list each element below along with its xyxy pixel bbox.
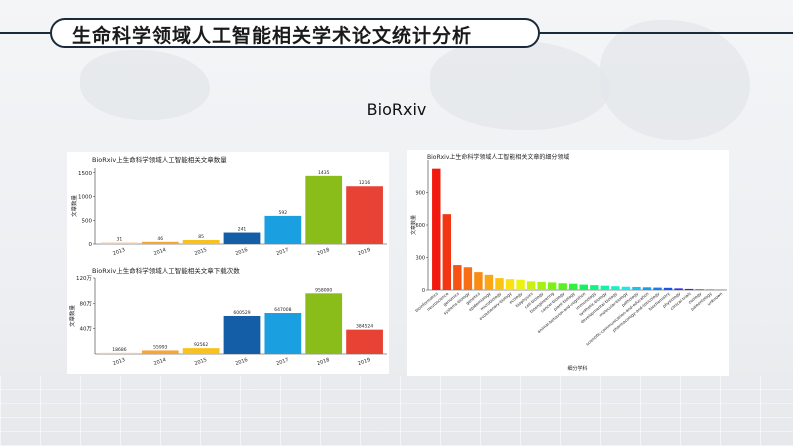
x-tick-label: 2014 <box>153 357 167 367</box>
bar-2014 <box>141 350 179 354</box>
y-tick-label: 900 <box>415 191 425 197</box>
bar-value-label: 46 <box>157 236 163 242</box>
y-tick-label: 300 <box>415 256 425 262</box>
x-tick-label: 2018 <box>316 247 330 257</box>
bar-value-label: 92562 <box>194 342 208 348</box>
bar-physiology <box>674 288 683 290</box>
bar-biochemistry <box>663 287 673 290</box>
right-chart-panel: BioRxiv上生命科学领域人工智能相关文章的细分领域 0 300 600 900 文章数… <box>407 150 729 376</box>
bar-2019 <box>346 329 383 354</box>
subfield-chart: BioRxiv上生命科学领域人工智能相关文章的细分领域 0 300 600 900 文章数… <box>410 153 727 372</box>
title-frame <box>50 18 540 48</box>
bar-zoology <box>695 289 704 290</box>
y-tick-label: 1000 <box>78 195 92 201</box>
y-tick-label: 0 <box>89 242 93 248</box>
y-tick-label: 500 <box>82 218 93 224</box>
article-count-chart: BioRxiv上生命科学领域人工智能相关文章数量 0 500 1000 1500 文章数量… <box>70 155 387 257</box>
bar-evolutionary-biology <box>505 279 515 290</box>
bar-value-label: 18686 <box>112 347 126 353</box>
bar-immunology <box>590 285 599 290</box>
bar-value-label: 647008 <box>274 307 291 313</box>
bar-2013 <box>101 242 138 244</box>
bar-value-label: 958000 <box>315 287 332 293</box>
bar-scientific-communication-and-education <box>642 287 652 290</box>
y-axis-label: 文章数量 <box>70 195 78 218</box>
bar-neuroscience <box>442 214 452 290</box>
x-tick-label: 2015 <box>194 247 208 257</box>
x-axis-label: 细分学科 <box>567 365 587 372</box>
bar-value-label: 1216 <box>359 180 371 186</box>
bar-2017 <box>264 215 302 244</box>
x-tick-label: 2019 <box>357 357 371 367</box>
x-tick-label: 2016 <box>235 357 249 367</box>
bar-ecology <box>516 279 525 290</box>
bar-value-label: 31 <box>117 237 123 243</box>
x-tick-label: 2016 <box>235 247 249 257</box>
bar-value-label: 241 <box>238 227 247 233</box>
x-tick-label: 2019 <box>357 247 371 257</box>
y-axis-label: 文章数量 <box>68 305 76 328</box>
bar-microbiology <box>495 278 504 290</box>
bar-2018 <box>305 175 343 244</box>
bar-value-label: 592 <box>279 210 288 216</box>
bar-molecular-biology <box>621 286 631 290</box>
background-floor <box>0 376 793 446</box>
x-tick-label: 2014 <box>153 247 167 257</box>
bar-2017 <box>264 313 302 354</box>
bar-cancer-biology <box>558 283 567 290</box>
bar-pathology <box>632 286 641 290</box>
chart-title: BioRxiv上生命科学领域人工智能相关文章的细分领域 <box>427 153 569 161</box>
bar-value-label: 55993 <box>153 344 167 350</box>
bar-synthetic-biology <box>600 285 610 290</box>
bar-genetics <box>474 272 483 290</box>
x-tick-label: 2013 <box>112 357 126 367</box>
y-tick-label: 80万 <box>80 300 93 307</box>
y-tick-label: 40万 <box>80 326 93 333</box>
y-tick-label: 0 <box>422 288 425 294</box>
world-map-decoration <box>600 20 750 140</box>
world-map-decoration <box>80 50 210 120</box>
x-tick-label: 2017 <box>276 357 290 367</box>
bar-genomics <box>453 265 462 290</box>
bar-value-label: 600529 <box>233 310 250 316</box>
bar-2016 <box>223 315 261 354</box>
bar-pharmacology-and-toxicology <box>653 287 662 290</box>
y-axis-label: 文章数量 <box>410 215 417 235</box>
x-tick-label: 2013 <box>112 247 126 257</box>
bar-bioinformatics <box>432 168 441 290</box>
bar-2015 <box>182 348 220 354</box>
download-count-chart: BioRxiv上生命科学领域人工智能相关文章下载次数 40万 80万 120万文章数量… <box>68 266 387 367</box>
bar-plant-biology <box>569 283 578 290</box>
y-tick-label: 600 <box>415 223 425 229</box>
page-title: 生命科学领域人工智能相关学术论文统计分析 <box>72 25 473 47</box>
bar-epidemiology <box>484 274 494 290</box>
bar-value-label: 1435 <box>318 170 330 176</box>
page-subtitle: BioRxiv <box>366 100 427 119</box>
bar-2018 <box>305 293 343 354</box>
bar-clinical-trials <box>684 288 694 290</box>
bar-systems-biology <box>463 267 473 290</box>
x-tick-label: 2018 <box>316 357 330 367</box>
y-tick-label: 120万 <box>76 275 92 282</box>
left-chart-panel: BioRxiv上生命科学领域人工智能相关文章数量 0 500 1000 1500 文章数量… <box>67 152 389 374</box>
x-tick-label: 2015 <box>194 357 208 367</box>
bar-developmental-biology <box>611 286 620 290</box>
bar-2015 <box>182 239 220 244</box>
bar-bioengineering <box>547 282 557 290</box>
bar-biophysics <box>526 281 536 290</box>
world-map-decoration <box>430 40 610 130</box>
bar-cell-biology <box>537 281 546 290</box>
bar-2014 <box>141 241 179 244</box>
bar-value-label: 85 <box>198 234 204 240</box>
y-tick-label: 1500 <box>78 171 92 177</box>
bar-value-label: 384524 <box>356 324 373 330</box>
bar-2016 <box>223 232 261 244</box>
chart-title: BioRxiv上生命科学领域人工智能相关文章数量 <box>92 155 227 164</box>
bar-animal-behavior-and-cognition <box>579 284 588 290</box>
x-tick-label: 2017 <box>276 247 290 257</box>
bar-2019 <box>346 186 383 244</box>
chart-title: BioRxiv上生命科学领域人工智能相关文章下载次数 <box>92 266 240 275</box>
bar-2013 <box>101 352 138 354</box>
